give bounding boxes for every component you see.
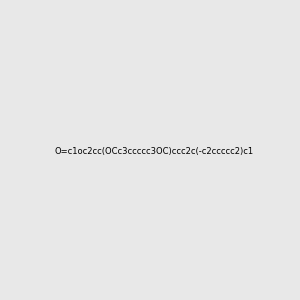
Text: O=c1oc2cc(OCc3ccccc3OC)ccc2c(-c2ccccc2)c1: O=c1oc2cc(OCc3ccccc3OC)ccc2c(-c2ccccc2)c… — [54, 147, 253, 156]
